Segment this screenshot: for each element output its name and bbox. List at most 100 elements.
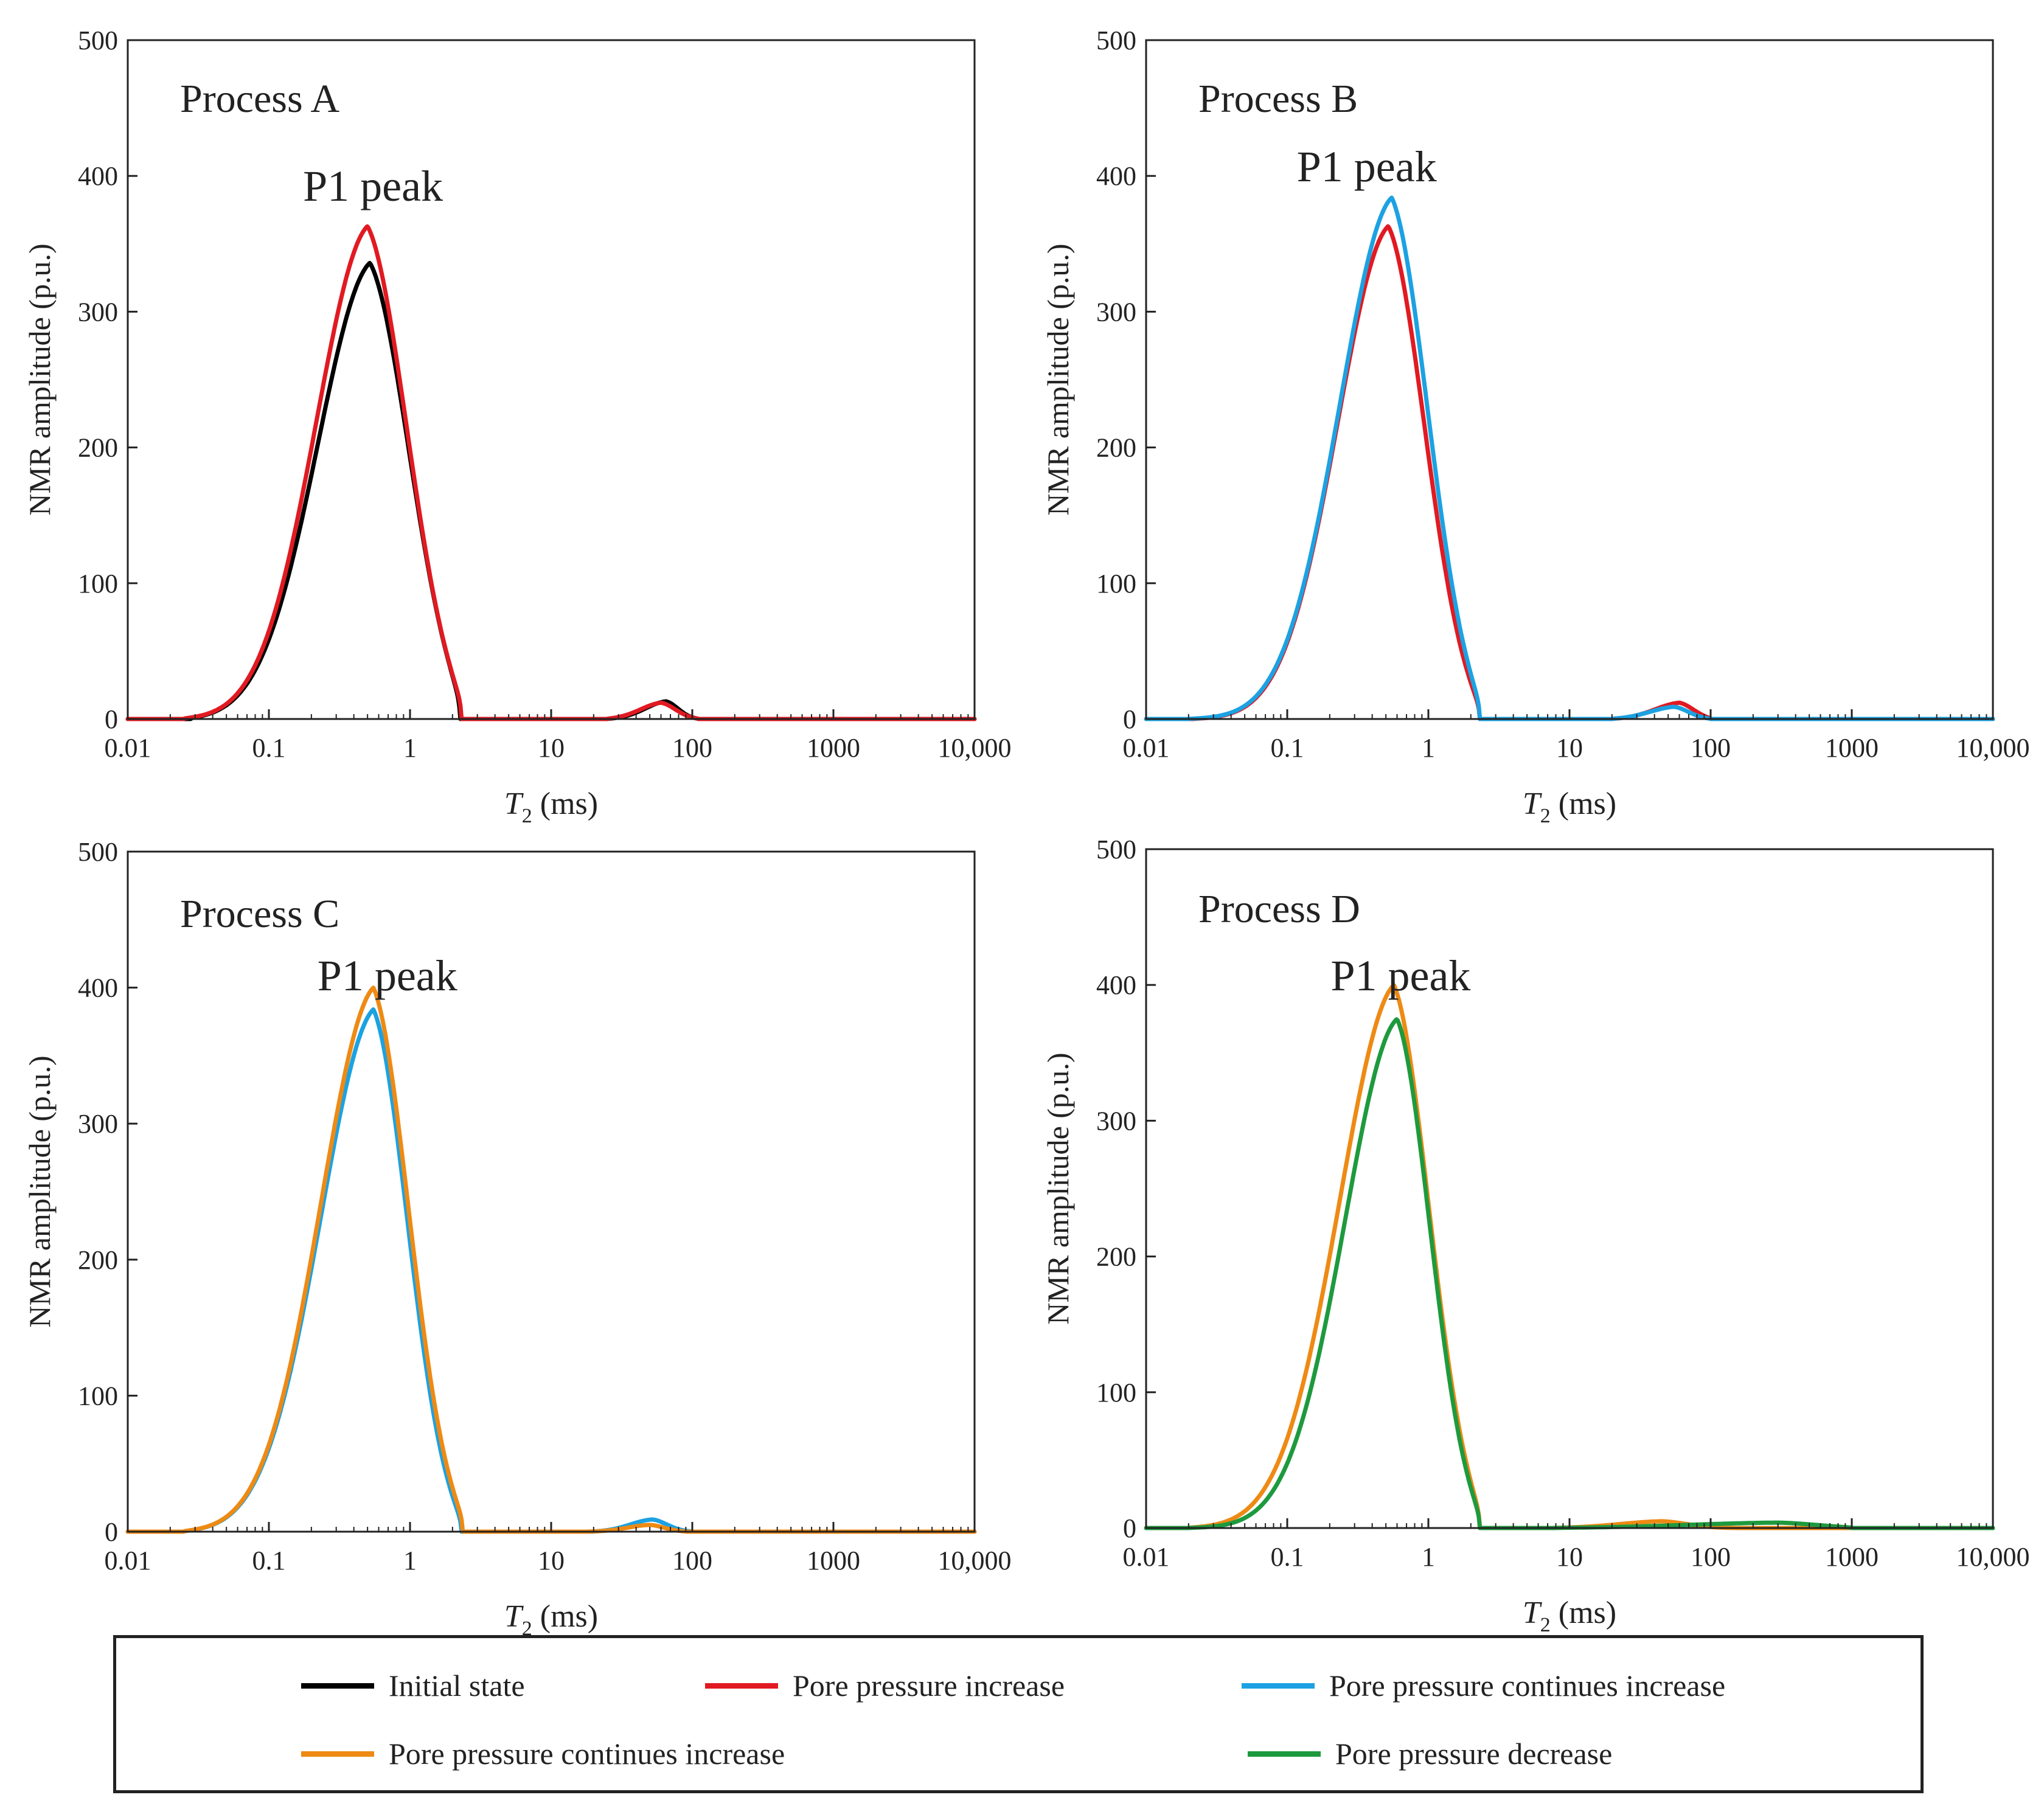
series-line-pore-pressure-decrease <box>1144 1017 1995 1530</box>
y-tick-label: 0 <box>105 1517 118 1547</box>
y-tick-label: 200 <box>78 433 118 463</box>
y-tick-label: 400 <box>1096 161 1136 191</box>
y-tick-label: 100 <box>1096 569 1136 599</box>
x-tick-label: 10 <box>1556 733 1583 763</box>
legend-swatch-orange <box>301 1751 374 1757</box>
x-tick-label: 0.01 <box>1123 1542 1170 1572</box>
series-line-initial-state <box>125 260 977 721</box>
x-tick-label: 100 <box>1691 1542 1731 1572</box>
chart-panel-d: 0.01 0.1 1 10 100 1000 10,000 0 100 200 300 400 500 T… <box>1041 835 2030 1636</box>
legend-label: Initial state <box>389 1669 525 1703</box>
x-axis-label-unit: (ms) <box>532 787 598 821</box>
series-line-pore-pressure-continues-increase <box>125 1007 977 1534</box>
x-tick-label: 0.1 <box>252 1546 286 1575</box>
y-tick-label: 0 <box>105 704 118 734</box>
y-tick-label: 100 <box>78 569 118 599</box>
plot-frame <box>127 850 976 1533</box>
x-axis-label-unit: (ms) <box>1551 787 1616 821</box>
legend-label: Pore pressure continues increase <box>1329 1669 1726 1703</box>
y-axis-label: NMR amplitude (p.u.) <box>1041 243 1075 515</box>
legend-item-pressure-increase: Pore pressure increase <box>705 1667 1065 1704</box>
x-tick-label: 1 <box>403 1546 417 1575</box>
x-tick-label: 1 <box>1422 733 1435 763</box>
x-axis-label-symbol: T <box>1523 1596 1542 1630</box>
x-tick-label: 10 <box>538 1546 565 1575</box>
legend-swatch-black <box>301 1683 374 1689</box>
x-tick-label: 0.01 <box>105 1546 151 1575</box>
x-tick-label: 10,000 <box>1956 1542 2030 1572</box>
legend-swatch-red <box>705 1683 778 1689</box>
y-tick-label: 400 <box>78 161 118 191</box>
x-tick-label: 10,000 <box>938 733 1012 763</box>
series-line-pore-pressure-continues-increase <box>1144 983 1995 1530</box>
y-axis-label: NMR amplitude (p.u.) <box>23 243 57 515</box>
panel-title: Process B <box>1198 77 1358 121</box>
plot-frame <box>1145 39 1994 720</box>
y-tick-label: 100 <box>1096 1378 1136 1408</box>
legend-item-continues-increase-blue: Pore pressure continues increase <box>1242 1667 1725 1704</box>
y-tick-label: 500 <box>78 837 118 867</box>
x-tick-label: 0.1 <box>1271 1542 1304 1572</box>
legend-item-initial-state: Initial state <box>301 1667 525 1704</box>
x-axis-label-subscript: 2 <box>1540 805 1551 827</box>
series-line-pore-pressure-increase <box>1144 224 1995 721</box>
x-tick-label: 10,000 <box>938 1546 1012 1575</box>
series-line-pore-pressure-continues-increase <box>125 985 977 1534</box>
y-tick-label: 500 <box>1096 835 1136 864</box>
y-tick-label: 0 <box>1123 1513 1136 1543</box>
x-tick-label: 1000 <box>1825 733 1879 763</box>
peak-annotation: P1 peak <box>303 162 443 210</box>
y-tick-label: 200 <box>1096 1242 1136 1272</box>
y-tick-label: 300 <box>78 1109 118 1139</box>
x-tick-label: 0.1 <box>252 733 286 763</box>
y-tick-label: 200 <box>78 1245 118 1275</box>
x-tick-label: 0.1 <box>1271 733 1304 763</box>
legend-item-continues-increase-orange: Pore pressure continues increase <box>301 1735 785 1772</box>
x-tick-label: 100 <box>672 733 712 763</box>
x-axis-label: T2 (ms) <box>504 1599 598 1640</box>
legend-swatch-green <box>1248 1751 1321 1757</box>
y-tick-label: 400 <box>78 973 118 1003</box>
panel-title: Process A <box>180 77 340 121</box>
legend: Initial state Pore pressure increase Por… <box>113 1635 1924 1793</box>
peak-annotation: P1 peak <box>1330 951 1470 1000</box>
y-tick-label: 400 <box>1096 970 1136 1000</box>
legend-swatch-blue <box>1242 1683 1315 1689</box>
peak-annotation: P1 peak <box>318 951 457 1000</box>
x-tick-label: 100 <box>672 1546 712 1575</box>
y-tick-label: 0 <box>1123 704 1136 734</box>
x-axis-label-unit: (ms) <box>532 1599 598 1634</box>
x-tick-label: 1 <box>1422 1542 1435 1572</box>
x-tick-label: 1000 <box>807 1546 860 1575</box>
x-tick-label: 10,000 <box>1956 733 2030 763</box>
legend-label: Pore pressure continues increase <box>389 1737 785 1771</box>
x-tick-label: 1000 <box>1825 1542 1879 1572</box>
x-axis-label-subscript: 2 <box>1540 1614 1551 1636</box>
panel-title: Process D <box>1198 887 1360 931</box>
plot-frame <box>127 39 976 720</box>
y-tick-label: 200 <box>1096 433 1136 463</box>
x-axis-label: T2 (ms) <box>1523 787 1616 827</box>
y-tick-label: 300 <box>1096 1106 1136 1136</box>
x-tick-label: 100 <box>1691 733 1731 763</box>
x-axis-label-subscript: 2 <box>522 1617 532 1640</box>
y-tick-label: 100 <box>78 1381 118 1411</box>
y-axis-label: NMR amplitude (p.u.) <box>1041 1052 1075 1324</box>
y-axis-label: NMR amplitude (p.u.) <box>23 1055 57 1327</box>
plot-frame <box>1145 848 1994 1529</box>
chart-panel-a: 0.01 0.1 1 10 100 1000 10,000 0 100 200 300 400 500 T… <box>23 26 1012 827</box>
x-axis-label-subscript: 2 <box>522 805 532 827</box>
x-tick-label: 1000 <box>807 733 860 763</box>
legend-label: Pore pressure increase <box>793 1669 1065 1703</box>
x-axis-label-symbol: T <box>1523 787 1542 821</box>
y-tick-label: 500 <box>78 26 118 55</box>
chart-panel-b: 0.01 0.1 1 10 100 1000 10,000 0 100 200 300 400 500 T… <box>1041 26 2030 827</box>
x-tick-label: 0.01 <box>1123 733 1170 763</box>
series-line-pore-pressure-increase <box>125 224 977 721</box>
y-tick-label: 500 <box>1096 26 1136 55</box>
y-tick-label: 300 <box>1096 297 1136 327</box>
panel-title: Process C <box>180 892 339 936</box>
peak-annotation: P1 peak <box>1297 142 1437 191</box>
x-axis-label: T2 (ms) <box>504 787 598 827</box>
